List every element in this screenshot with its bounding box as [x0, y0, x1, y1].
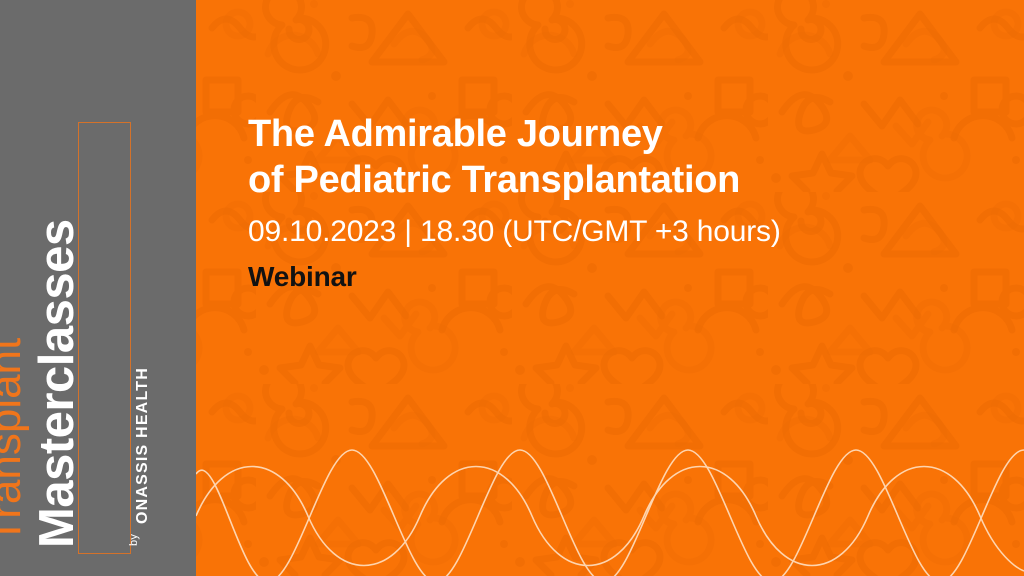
event-details: The Admirable Journey of Pediatric Trans… — [248, 112, 948, 293]
event-format-badge: Webinar — [248, 261, 357, 293]
bottom-sine-waves — [196, 449, 1024, 576]
brand-organization: ONASSIS HEALTH — [134, 367, 151, 524]
brand-sidebar: Transplant Masterclasses by ONASSIS HEAL… — [0, 0, 196, 576]
brand-by-label: by — [128, 533, 140, 546]
event-title: The Admirable Journey of Pediatric Trans… — [248, 112, 948, 203]
event-datetime: 09.10.2023 | 18.30 (UTC/GMT +3 hours) — [248, 215, 781, 249]
masterclasses-outline-box — [78, 122, 131, 554]
event-title-line-1: The Admirable Journey — [248, 113, 663, 155]
brand-word-masterclasses: Masterclasses — [30, 219, 84, 548]
event-title-line-2: of Pediatric Transplantation — [248, 158, 741, 201]
brand-word-transplant: Transplant — [0, 337, 30, 544]
